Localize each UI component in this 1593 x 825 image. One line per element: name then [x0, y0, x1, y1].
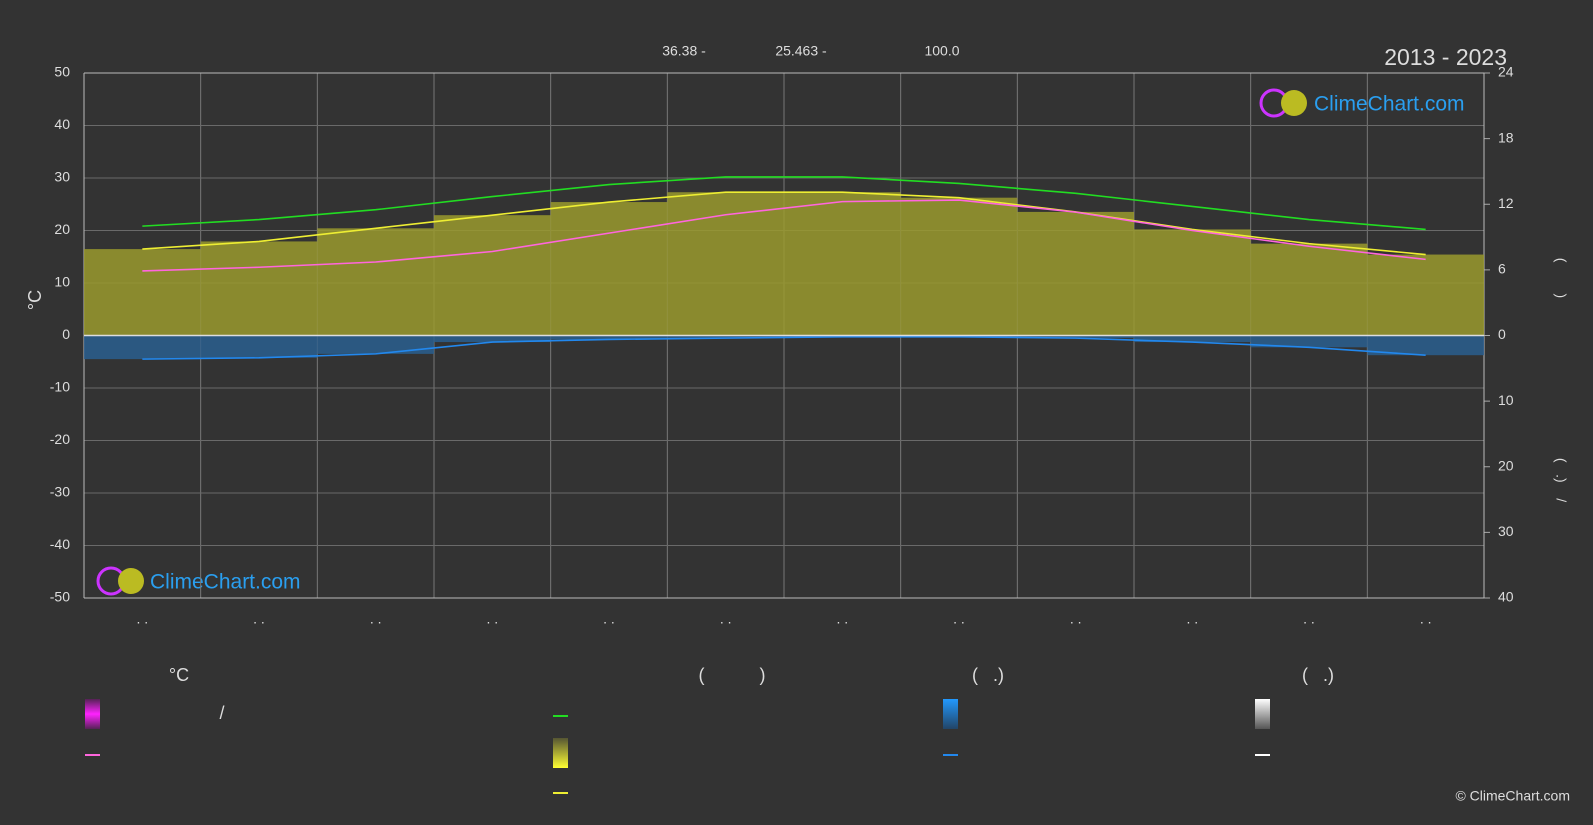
x-tick-label: . . — [253, 611, 265, 627]
area-bar — [1134, 229, 1251, 336]
y3-tick-label: 20 — [1498, 457, 1514, 473]
watermark: ClimeChart.com — [150, 571, 301, 594]
y-tick-label: 10 — [54, 274, 70, 290]
logo-sun — [1281, 90, 1307, 116]
area-bar — [434, 335, 551, 343]
x-tick-label: . . — [1186, 611, 1198, 627]
legend-swatch — [1255, 699, 1270, 729]
series-line — [142, 336, 1426, 360]
y2-tick-label: 24 — [1498, 64, 1514, 80]
chart-title: 2013 - 2023 — [1384, 44, 1507, 70]
y3-tick-label: 10 — [1498, 392, 1514, 408]
copyright: © ClimeChart.com — [1455, 788, 1570, 804]
area-bar — [84, 335, 201, 360]
x-tick-label: . . — [603, 611, 615, 627]
legend-header: ( .) — [972, 665, 1004, 685]
header-value: 100.0 — [924, 43, 959, 59]
area-bar — [667, 192, 784, 336]
y3-tick-label: 40 — [1498, 589, 1514, 605]
y-tick-label: 20 — [54, 221, 70, 237]
series-line — [142, 191, 1426, 256]
y-tick-label: 40 — [54, 116, 70, 132]
y2-tick-label: 18 — [1498, 129, 1514, 145]
y-tick-label: -10 — [50, 379, 70, 395]
legend-text: / — [219, 703, 224, 723]
legend-swatch — [553, 738, 568, 768]
y-axis-label: °C — [25, 290, 45, 310]
area-bar — [1134, 335, 1251, 343]
legend-swatch — [85, 699, 100, 729]
area-bar — [1017, 335, 1134, 339]
x-tick-label: . . — [370, 611, 382, 627]
y-tick-label: -30 — [50, 484, 70, 500]
area-bar — [550, 202, 668, 336]
area-bar — [84, 249, 201, 336]
y3-tick-label: 30 — [1498, 523, 1514, 539]
area-bar — [1250, 335, 1368, 348]
x-tick-label: . . — [720, 611, 732, 627]
area-bar — [200, 335, 318, 358]
y-tick-label: 30 — [54, 169, 70, 185]
y-tick-label: 0 — [62, 326, 70, 342]
watermark: ClimeChart.com — [1314, 93, 1465, 116]
y2-tick-label: 6 — [1498, 261, 1506, 277]
plot: -50 -40 -30 -20 -10 0 10 20 30 40 50 0 6 12 18 24 10 20 30… — [50, 64, 1514, 627]
y-tick-label: -40 — [50, 536, 70, 552]
x-tick-label: . . — [1303, 611, 1315, 627]
y-tick-label: -50 — [50, 589, 70, 605]
legend-header: ( ) — [699, 665, 766, 685]
area-bar — [317, 335, 434, 354]
area-bar — [1367, 335, 1484, 356]
legend-swatches — [85, 699, 1270, 794]
area-bar — [1250, 243, 1368, 336]
area-bar — [667, 335, 784, 339]
x-tick-label: . . — [836, 611, 848, 627]
area-bar — [550, 335, 668, 340]
area-bar — [200, 241, 318, 336]
series-line — [142, 199, 1426, 272]
y2-tick-label: 12 — [1498, 195, 1514, 211]
logo: ClimeChart.com — [96, 566, 301, 596]
y3-axis-label: ( .) / — [1553, 458, 1569, 502]
series-line — [142, 176, 1426, 231]
x-tick-label: . . — [486, 611, 498, 627]
x-tick-label: . . — [953, 611, 965, 627]
area-bar — [317, 228, 434, 336]
area-bar — [900, 197, 1018, 336]
legend-header: °C — [169, 665, 189, 685]
x-tick-label: . . — [1420, 611, 1432, 627]
legend-header: ( .) — [1302, 665, 1334, 685]
y2-tick-label: 0 — [1498, 326, 1506, 342]
x-tick-label: . . — [136, 611, 148, 627]
area-bar — [784, 192, 901, 336]
logo: ClimeChart.com — [1259, 88, 1465, 118]
y2-axis-label: ( ) — [1553, 258, 1569, 298]
logo-sun — [118, 568, 144, 594]
area-bar — [434, 215, 551, 336]
legend-swatch — [943, 699, 958, 729]
header-value: 36.38 - — [662, 43, 706, 59]
y-tick-label: 50 — [54, 64, 70, 80]
header-value: 25.463 - — [775, 43, 827, 59]
area-bar — [1367, 254, 1484, 336]
y-tick-label: -20 — [50, 431, 70, 447]
x-tick-label: . . — [1070, 611, 1082, 627]
area-bar — [1017, 211, 1134, 336]
